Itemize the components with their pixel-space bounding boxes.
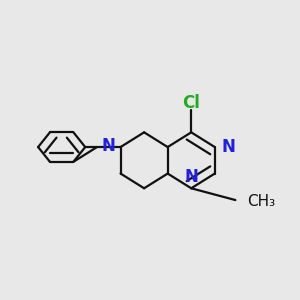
Text: N: N bbox=[222, 138, 236, 156]
Text: CH₃: CH₃ bbox=[247, 194, 275, 209]
Text: N: N bbox=[184, 168, 198, 186]
Text: N: N bbox=[101, 136, 115, 154]
Text: Cl: Cl bbox=[182, 94, 200, 112]
